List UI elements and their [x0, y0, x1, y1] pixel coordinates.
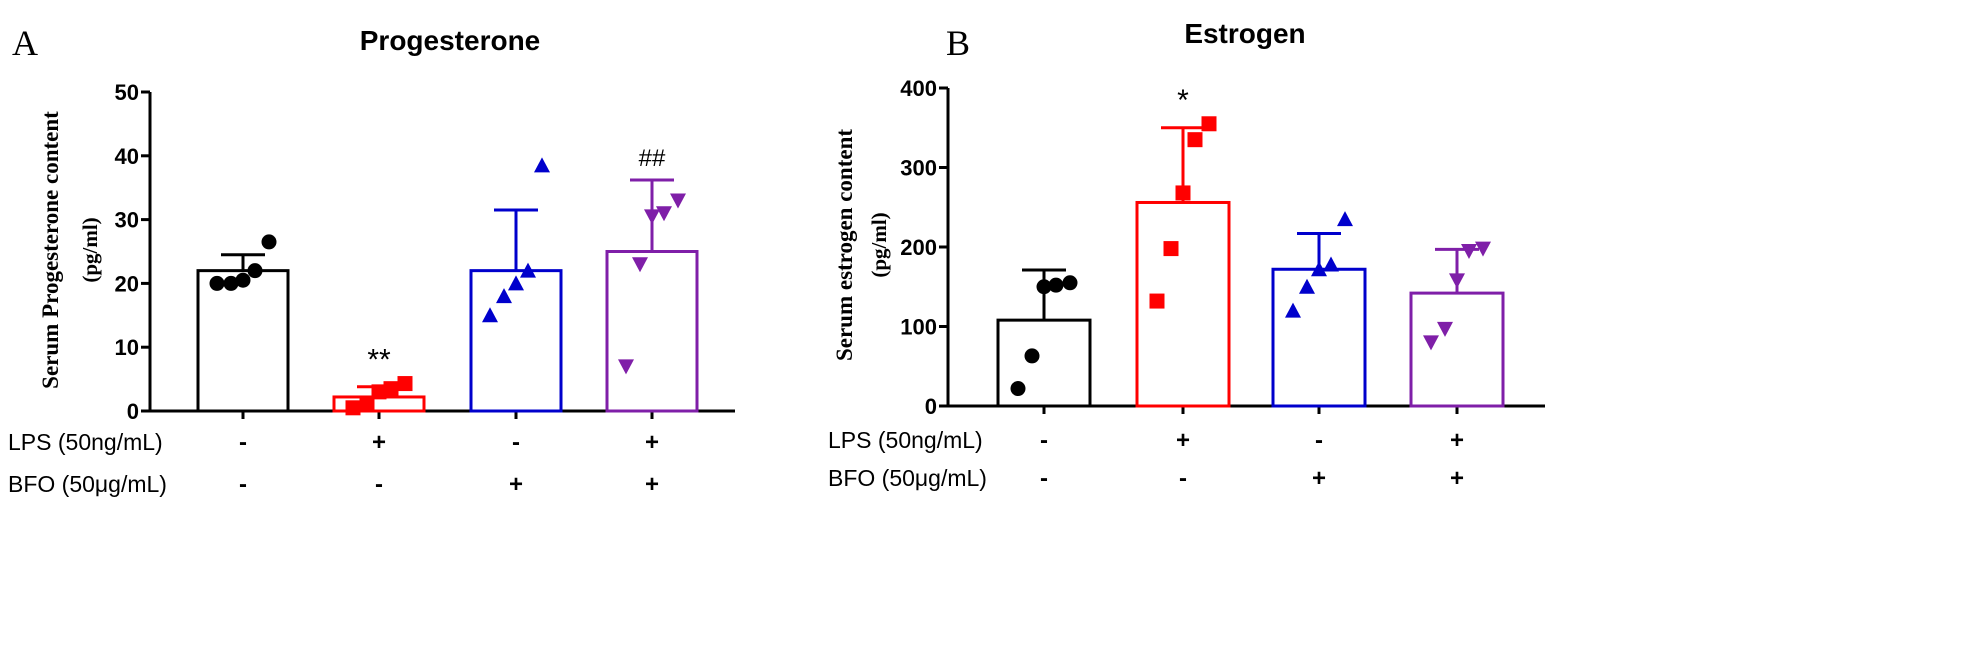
y-tick-label: 300 — [900, 156, 937, 181]
panel-label: A — [12, 23, 38, 63]
data-point — [1175, 185, 1191, 201]
y-axis-unit: (pg/ml) — [78, 217, 102, 282]
data-point — [247, 263, 263, 279]
data-point — [209, 275, 225, 291]
data-point — [345, 400, 361, 416]
data-point — [1048, 277, 1064, 293]
data-point — [371, 384, 387, 400]
y-tick-label: 400 — [900, 76, 937, 101]
data-point — [496, 288, 512, 304]
row-label-bfo: BFO (50μg/mL) — [8, 471, 167, 497]
bar — [1409, 291, 1505, 408]
data-point — [223, 275, 239, 291]
data-point — [235, 272, 251, 288]
data-point — [508, 275, 524, 291]
lps-sign: - — [239, 429, 247, 456]
data-point — [1337, 211, 1353, 227]
data-point — [520, 262, 536, 278]
data-point — [1461, 243, 1477, 259]
bfo-sign: + — [1312, 465, 1326, 492]
data-point — [1201, 116, 1217, 132]
row-label-lps: LPS (50ng/mL) — [828, 427, 983, 453]
bfo-sign: - — [1040, 465, 1048, 492]
data-point — [1036, 279, 1052, 295]
data-point — [1163, 241, 1179, 257]
lps-sign: + — [645, 429, 659, 456]
chart-title: Progesterone — [360, 25, 541, 56]
lps-sign: + — [1176, 427, 1190, 454]
data-point — [1187, 132, 1203, 148]
bfo-sign: - — [239, 471, 247, 498]
y-tick-label: 100 — [900, 315, 937, 340]
data-point — [1449, 273, 1465, 289]
chart-title: Estrogen — [1184, 18, 1305, 49]
significance-label: ** — [367, 344, 391, 377]
bfo-sign: + — [1450, 465, 1464, 492]
data-point — [1475, 241, 1491, 257]
y-tick-label: 40 — [115, 144, 139, 169]
significance-label: * — [1177, 84, 1189, 117]
y-tick-label: 50 — [115, 80, 139, 105]
data-point — [359, 397, 375, 413]
y-tick-label: 0 — [127, 399, 139, 424]
data-point — [397, 376, 413, 392]
lps-sign: + — [372, 429, 386, 456]
y-tick-label: 200 — [900, 235, 937, 260]
data-point — [1437, 321, 1453, 337]
data-point — [618, 359, 634, 375]
y-tick-label: 10 — [115, 335, 139, 360]
data-point — [534, 157, 550, 173]
data-point — [656, 206, 672, 222]
lps-sign: + — [1450, 427, 1464, 454]
bar — [1271, 267, 1367, 408]
bar — [1135, 200, 1231, 408]
y-tick-label: 30 — [115, 208, 139, 233]
row-label-lps: LPS (50ng/mL) — [8, 429, 163, 455]
bfo-sign: - — [1179, 465, 1187, 492]
y-tick-label: 20 — [115, 271, 139, 296]
data-point — [1285, 302, 1301, 318]
data-point — [670, 193, 686, 209]
panel-a: A Progesterone Serum Progesterone content (… — [8, 23, 735, 498]
data-point — [1010, 381, 1026, 397]
bar — [605, 250, 699, 413]
row-label-bfo: BFO (50μg/mL) — [828, 465, 987, 491]
data-point — [1423, 335, 1439, 351]
bfo-sign: + — [509, 471, 523, 498]
data-point — [1311, 261, 1327, 277]
bar — [469, 269, 563, 413]
bar — [996, 318, 1092, 408]
data-point — [383, 381, 399, 397]
panel-b: B Estrogen Serum estrogen content (pg/ml) 0 1… — [828, 18, 1545, 492]
data-point — [1323, 256, 1339, 272]
y-tick-label: 0 — [925, 394, 937, 419]
y-axis-label: Serum estrogen content — [832, 129, 857, 361]
significance-label: ## — [639, 145, 666, 172]
lps-sign: - — [1315, 427, 1323, 454]
data-point — [1299, 278, 1315, 294]
panel-label: B — [946, 23, 970, 63]
bfo-sign: + — [645, 471, 659, 498]
lps-sign: - — [1040, 427, 1048, 454]
data-point — [1149, 293, 1165, 309]
y-axis-label: Serum Progesterone content — [38, 111, 63, 389]
bar — [196, 269, 290, 413]
y-axis-unit: (pg/ml) — [867, 212, 891, 277]
lps-sign: - — [512, 429, 520, 456]
bfo-sign: - — [375, 471, 383, 498]
data-point — [644, 209, 660, 225]
data-point — [632, 257, 648, 273]
data-point — [1062, 275, 1078, 291]
data-point — [1024, 348, 1040, 364]
data-point — [482, 307, 498, 323]
data-point — [261, 234, 277, 250]
